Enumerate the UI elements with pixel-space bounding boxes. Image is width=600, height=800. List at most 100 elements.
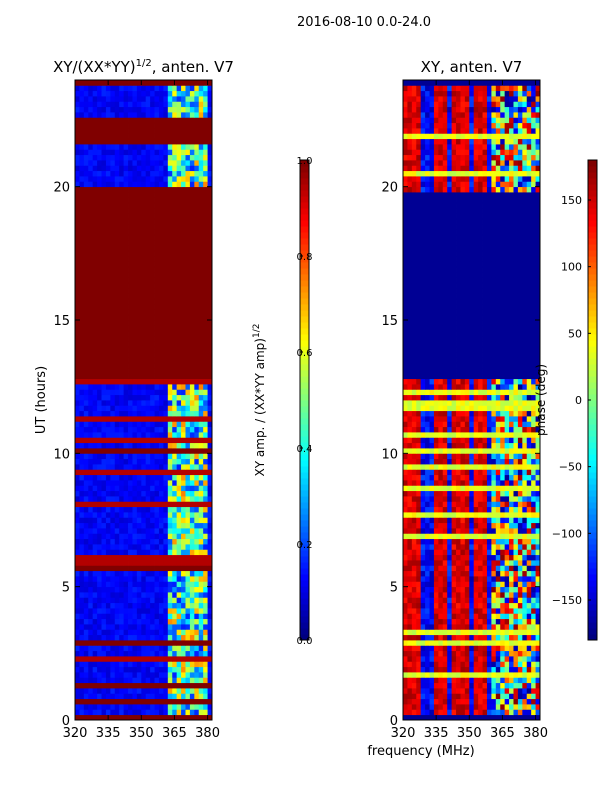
heatmap-cell	[167, 336, 173, 342]
heatmap-cell	[145, 517, 151, 524]
heatmap-cell	[433, 634, 439, 641]
heatmap-cell	[172, 602, 178, 609]
heatmap-cell	[158, 80, 164, 86]
colorbar-segment	[300, 598, 309, 605]
heatmap-cell	[433, 570, 439, 577]
heatmap-cell	[128, 288, 133, 294]
heatmap-cell	[167, 106, 173, 113]
heatmap-cell	[119, 645, 125, 652]
heatmap-cell	[145, 704, 151, 710]
heatmap-cell	[97, 448, 102, 454]
heatmap-cell	[163, 469, 169, 476]
heatmap-cell	[163, 533, 169, 540]
colorbar-segment	[300, 382, 309, 389]
heatmap-cell	[123, 645, 129, 652]
heatmap-cell	[79, 224, 85, 230]
heatmap-cell	[114, 533, 120, 540]
heatmap-cell	[181, 320, 186, 326]
heatmap-cell	[88, 282, 94, 289]
heatmap-cell	[110, 688, 116, 694]
heatmap-cell	[207, 517, 213, 524]
heatmap-cell	[88, 501, 94, 508]
heatmap-cell	[194, 677, 200, 684]
heatmap-cell	[438, 693, 444, 700]
heatmap-cell	[119, 613, 125, 620]
heatmap-cell	[92, 325, 98, 332]
heatmap-cell	[433, 576, 439, 582]
heatmap-cell	[105, 597, 111, 604]
heatmap-cell	[442, 544, 448, 550]
heatmap-cell	[167, 277, 173, 284]
heatmap-cell	[203, 485, 208, 492]
heatmap-cell	[105, 656, 111, 662]
heatmap-cell	[141, 405, 147, 412]
heatmap-cell	[460, 714, 466, 721]
heatmap-cell	[207, 330, 213, 337]
heatmap-cell	[145, 560, 151, 566]
heatmap-cell	[176, 165, 182, 172]
heatmap-cell	[500, 538, 506, 545]
heatmap-cell	[172, 608, 178, 614]
heatmap-cell	[189, 506, 195, 513]
heatmap-cell	[176, 373, 182, 380]
heatmap-cell	[203, 170, 208, 177]
heatmap-cell	[429, 576, 435, 582]
heatmap-cell	[167, 181, 173, 188]
heatmap-cell	[531, 608, 536, 614]
heatmap-cell	[97, 405, 102, 412]
heatmap-cell	[75, 661, 80, 668]
heatmap-cell	[141, 464, 147, 470]
heatmap-cell	[119, 544, 125, 550]
heatmap-cell	[407, 538, 413, 545]
heatmap-cell	[88, 133, 94, 140]
heatmap-cell	[154, 688, 160, 694]
heatmap-cell	[83, 410, 89, 417]
heatmap-cell	[101, 480, 107, 486]
heatmap-cell	[92, 320, 98, 326]
heatmap-cell	[176, 298, 182, 305]
heatmap-cell	[101, 394, 107, 401]
heatmap-cell	[185, 250, 191, 257]
heatmap-cell	[203, 576, 208, 582]
heatmap-cell	[482, 528, 488, 534]
heatmap-cell	[203, 522, 208, 529]
heatmap-cell	[158, 714, 164, 721]
heatmap-cell	[132, 421, 138, 428]
heatmap-cell	[181, 448, 186, 454]
heatmap-cell	[110, 149, 116, 156]
heatmap-cell	[154, 576, 160, 582]
heatmap-cell	[141, 197, 147, 204]
heatmap-cell	[123, 261, 129, 268]
heatmap-cell	[172, 256, 178, 262]
heatmap-cell	[451, 565, 457, 572]
heatmap-cell	[123, 656, 129, 662]
heatmap-cell	[154, 485, 160, 492]
heatmap-cell	[504, 672, 510, 678]
heatmap-cell	[110, 618, 116, 625]
heatmap-cell	[83, 666, 89, 673]
heatmap-cell	[145, 613, 151, 620]
heatmap-cell	[207, 448, 213, 454]
heatmap-cell	[194, 528, 200, 534]
heatmap-cell	[158, 698, 164, 705]
heatmap-cell	[79, 144, 85, 150]
heatmap-cell	[198, 554, 204, 561]
heatmap-cell	[185, 464, 191, 470]
heatmap-cell	[407, 714, 413, 721]
heatmap-cell	[123, 341, 129, 348]
heatmap-cell	[105, 144, 111, 150]
heatmap-cell	[145, 629, 151, 636]
heatmap-cell	[110, 378, 116, 385]
heatmap-cell	[75, 453, 80, 460]
heatmap-cell	[132, 416, 138, 422]
heatmap-cell	[500, 608, 506, 614]
heatmap-cell	[145, 336, 151, 342]
heatmap-cell	[88, 197, 94, 204]
heatmap-cell	[101, 106, 107, 113]
heatmap-cell	[181, 384, 186, 390]
heatmap-cell	[172, 421, 178, 428]
heatmap-cell	[513, 597, 519, 604]
heatmap-cell	[154, 320, 160, 326]
heatmap-cell	[451, 693, 457, 700]
heatmap-cell	[429, 661, 435, 668]
